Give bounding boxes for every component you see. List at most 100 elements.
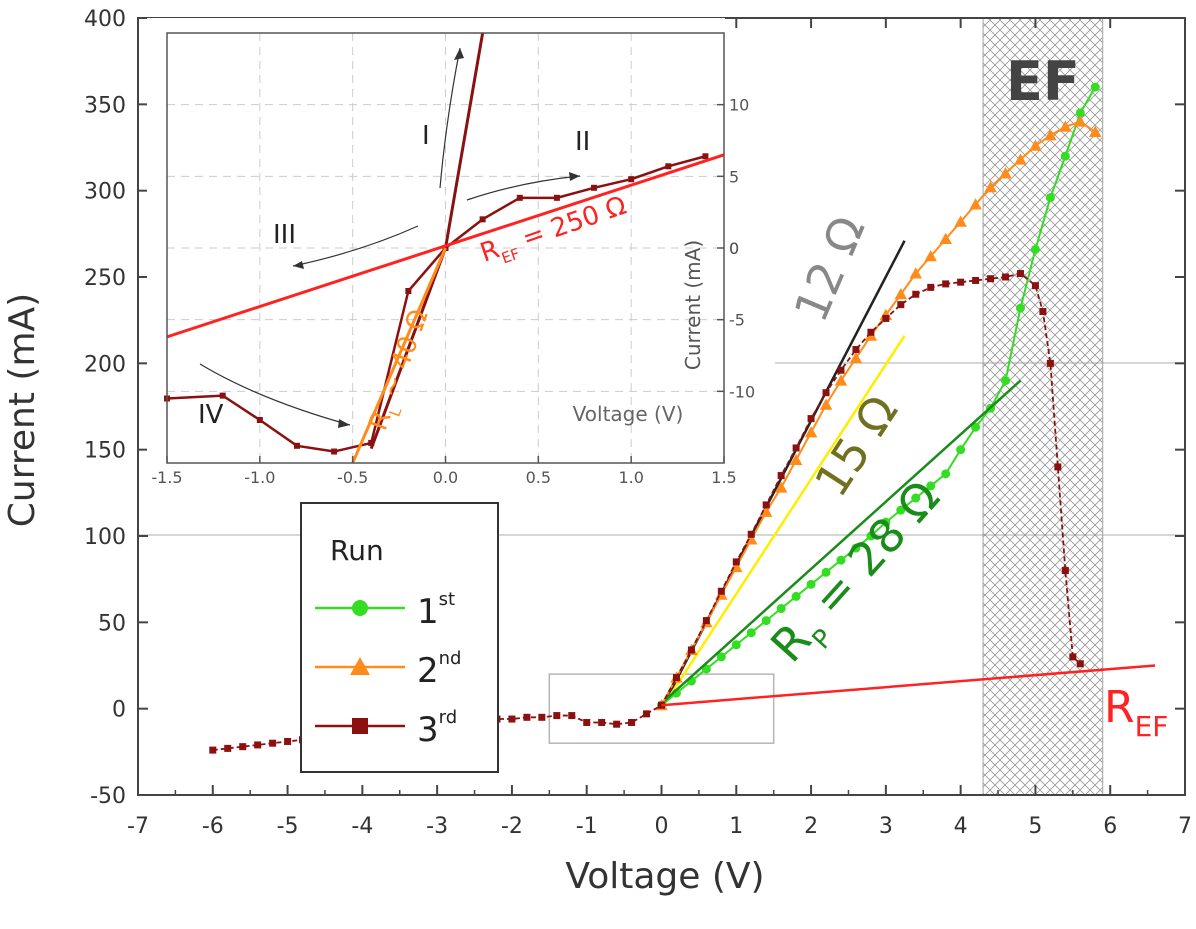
data-point-series-1 (1045, 193, 1055, 203)
data-point-series-3 (732, 558, 740, 566)
inset-data-point (256, 417, 263, 423)
y-tick-label: 100 (84, 525, 126, 550)
y-tick-label: 400 (84, 7, 126, 32)
data-point-series-3 (239, 743, 247, 751)
data-point-series-1 (1060, 151, 1070, 161)
x-tick-label: 1 (729, 814, 743, 839)
legend-label-3: 3rd (417, 707, 457, 750)
inset-data-point (702, 153, 709, 160)
x-axis-title: Voltage (V) (565, 856, 764, 897)
data-point-series-1 (746, 628, 756, 638)
legend-label-base: 3 (417, 710, 439, 750)
data-point-series-3 (957, 278, 965, 286)
data-point-series-1 (776, 604, 786, 614)
y-tick-label: 200 (84, 352, 126, 377)
data-point-series-2 (759, 505, 773, 517)
inset-arrow-iv-head (338, 419, 350, 428)
inset-data-point (591, 184, 598, 191)
data-point-series-3 (792, 444, 800, 452)
x-tick-label: -1 (576, 814, 598, 839)
data-point-series-3 (1002, 273, 1010, 281)
x-tick-label: -3 (426, 814, 448, 839)
inset-data-point (516, 194, 523, 201)
data-point-series-2 (954, 215, 967, 227)
data-point-series-2 (849, 351, 863, 364)
data-point-series-3 (1076, 660, 1084, 668)
data-point-series-1 (956, 445, 966, 455)
data-point-series-3 (867, 328, 875, 336)
inset-x-tick-label: -1.5 (151, 468, 182, 487)
x-tick-label: -4 (351, 814, 373, 839)
data-point-series-2 (924, 250, 937, 262)
legend-label-sup: rd (439, 707, 458, 728)
series-line-7 (660, 379, 1022, 705)
data-point-series-1 (866, 531, 876, 541)
data-point-series-3 (807, 415, 815, 423)
data-point-series-2 (1044, 129, 1057, 141)
y-tick-label: 250 (84, 266, 126, 291)
data-point-series-2 (999, 167, 1012, 179)
inset-x-tick-label: 0.5 (526, 468, 551, 487)
x-tick-label: 3 (879, 814, 893, 839)
inset-arrow-i (439, 47, 461, 189)
data-point-series-3 (837, 366, 845, 374)
data-point-series-2 (969, 198, 982, 210)
y-tick-label: 150 (84, 439, 126, 464)
data-point-series-1 (1090, 82, 1100, 92)
data-point-series-2 (909, 267, 923, 279)
data-point-series-1 (731, 640, 741, 650)
annotation-rp: RP = 28 Ω (760, 470, 957, 679)
data-point-series-3 (598, 718, 606, 726)
inset-y-tick-label: -10 (729, 382, 755, 401)
legend-label-1: 1st (417, 589, 455, 632)
x-tick-label: 4 (954, 814, 968, 839)
data-point-series-3 (553, 712, 561, 720)
inset-label-ii: II (575, 127, 590, 157)
data-point-series-2 (1029, 139, 1042, 151)
inset-data-point (368, 439, 375, 446)
y-tick-label: 0 (112, 698, 126, 723)
inset-x-axis-title: Voltage (V) (573, 402, 684, 426)
data-point-series-2 (834, 374, 848, 386)
data-point-series-3 (822, 389, 830, 397)
data-point-series-3 (777, 472, 785, 480)
data-point-series-1 (896, 505, 906, 515)
inset-data-point (628, 176, 635, 183)
data-point-series-1 (836, 555, 846, 565)
x-tick-label: 0 (655, 814, 669, 839)
data-point-series-3 (568, 712, 576, 720)
data-point-series-2 (774, 481, 788, 493)
x-tick-label: -5 (277, 814, 299, 839)
inset-background (147, 18, 725, 463)
data-point-series-3 (972, 276, 980, 284)
x-tick-label: -2 (501, 814, 523, 839)
data-point-series-3 (747, 530, 755, 538)
series-line-4 (661, 664, 1156, 707)
x-tick-label: 6 (1103, 814, 1117, 839)
zoom-box (548, 673, 775, 744)
rp-value: = 28 Ω (792, 470, 950, 637)
data-point-series-2 (984, 180, 997, 193)
data-point-series-2 (819, 398, 833, 410)
r-ef-subscript: EF (1135, 710, 1169, 743)
inset-x-tick-label: 0.0 (433, 468, 458, 487)
data-point-series-3 (1061, 567, 1069, 575)
legend-label-sup: nd (439, 648, 462, 669)
inset-y-axis-title: Current (mA) (681, 240, 705, 370)
data-point-series-3 (672, 674, 680, 682)
data-point-series-3 (702, 617, 710, 625)
inset-data-point (553, 194, 560, 201)
data-point-series-3 (583, 718, 591, 726)
legend-label-base: 1 (417, 592, 439, 632)
data-point-series-3 (284, 737, 292, 745)
legend-marker-1 (352, 600, 368, 616)
data-point-series-3 (628, 718, 636, 726)
annotation-r-ef: REF (1104, 682, 1168, 743)
inset-y-tick-label: 5 (729, 167, 739, 186)
inset-data-point (293, 442, 300, 449)
data-point-series-3 (508, 715, 516, 723)
main-series-group (209, 82, 1156, 754)
data-point-series-1 (1001, 376, 1011, 386)
